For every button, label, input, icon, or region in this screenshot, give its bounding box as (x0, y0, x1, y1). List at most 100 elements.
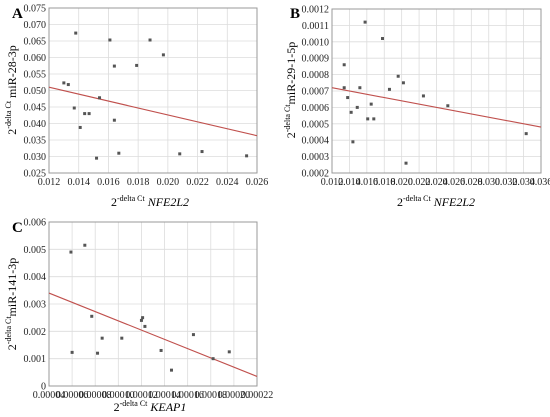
y-tick-label: 0.006 (24, 218, 47, 229)
data-point (404, 161, 408, 165)
data-point (178, 152, 182, 156)
x-tick-label: 0.00016 (171, 390, 204, 401)
data-point (372, 117, 376, 121)
x-tick-label: 0.012 (38, 177, 61, 188)
y-axis-label: 2-delta CtmiR-29-1-5p (283, 42, 298, 138)
x-tick-label: 0.016 (97, 177, 120, 188)
data-point (120, 336, 124, 340)
data-point (342, 63, 346, 67)
data-point (211, 357, 215, 361)
y-tick-label: 0.0012 (302, 5, 330, 16)
x-tick-label: 0.020 (390, 177, 413, 188)
y-tick-label: 0.050 (24, 86, 47, 97)
data-point (191, 333, 195, 337)
data-point (369, 102, 373, 106)
y-tick-label: 0.025 (24, 169, 47, 180)
data-point (351, 140, 355, 144)
data-point (70, 350, 74, 354)
x-label-gene: NFE2L2 (433, 195, 475, 209)
x-tick-label: 0.00014 (148, 390, 181, 401)
x-axis-label: 2-delta Ct NFE2L2 (111, 194, 189, 209)
x-tick-label: 0.016 (356, 177, 379, 188)
data-point (245, 154, 249, 158)
x-tick-label: 0.00012 (125, 390, 158, 401)
data-point (366, 117, 370, 121)
x-axis-label: 2-delta Ct KEAP1 (114, 399, 187, 414)
trend-line (331, 87, 542, 128)
data-point (62, 81, 66, 85)
x-tick-label: 0.030 (478, 177, 501, 188)
x-tick-label: 0.026 (246, 177, 269, 188)
data-point (346, 96, 350, 100)
y-tick-label: 0.060 (24, 53, 47, 64)
data-point (200, 150, 204, 154)
data-point (83, 243, 87, 247)
y-axis-label: 2-delta CtmiR-141-3p (4, 258, 19, 350)
data-point (342, 86, 346, 90)
x-tick-label: 0.018 (127, 177, 150, 188)
panel-c: 0.000040.000060.000080.000100.000120.000… (4, 218, 273, 415)
x-tick-label: 0.018 (373, 177, 396, 188)
x-tick-label: 0.034 (512, 177, 535, 188)
x-tick-label: 0.014 (338, 177, 361, 188)
plot-frame (48, 221, 258, 387)
x-label-base: 2 (111, 195, 117, 209)
data-point (159, 348, 163, 352)
y-tick-label: 0.030 (24, 152, 47, 163)
x-tick-label: 0.028 (460, 177, 483, 188)
y-tick-label: 0.0007 (302, 87, 330, 98)
data-point (112, 64, 116, 68)
x-label-base: 2 (114, 400, 120, 414)
data-point (112, 118, 116, 122)
data-point (87, 112, 91, 116)
x-tick-label: 0.022 (408, 177, 431, 188)
x-tick-label: 0.012 (321, 177, 344, 188)
data-point (227, 350, 231, 354)
y-tick-label: 0.065 (24, 37, 47, 48)
panel-b: 0.0120.0140.0160.0180.0200.0220.0240.026… (283, 5, 550, 210)
data-point (108, 38, 112, 42)
data-point (349, 110, 353, 114)
y-tick-label: 0.035 (24, 136, 47, 147)
y-label-rest: miR-28-3p (5, 45, 19, 101)
data-point (143, 324, 147, 328)
x-label-gene: KEAP1 (149, 400, 186, 414)
y-tick-label: 0.045 (24, 103, 47, 114)
x-tick-label: 0.024 (425, 177, 448, 188)
y-label-sup: -delta Ct (4, 100, 13, 129)
x-axis-label: 2-delta Ct NFE2L2 (397, 194, 475, 209)
data-point (90, 314, 94, 318)
plot-frame (331, 8, 542, 174)
data-point (135, 63, 139, 67)
y-label-rest: miR-141-3p (5, 258, 19, 317)
data-point (387, 87, 391, 91)
x-tick-label: 0.00022 (241, 390, 274, 401)
y-label-rest: miR-29-1-5p (284, 42, 298, 105)
data-point (74, 31, 78, 35)
data-point (72, 106, 76, 110)
y-label-sup: -delta Ct (4, 316, 13, 345)
x-tick-label: 0.00008 (79, 390, 112, 401)
data-point (161, 53, 165, 57)
y-tick-label: 0.005 (24, 245, 47, 256)
x-label-sup: -delta Ct (403, 194, 432, 203)
panel-letter: A (12, 6, 23, 22)
y-tick-label: 0.055 (24, 70, 47, 81)
data-point (148, 38, 152, 42)
plot-frame (48, 7, 258, 174)
y-tick-label: 0.0008 (302, 70, 330, 81)
data-point (381, 37, 385, 41)
x-label-base: 2 (397, 195, 403, 209)
y-axis-label: 2-delta Ct miR-28-3p (4, 45, 19, 134)
trend-line (48, 292, 258, 377)
x-tick-label: 0.014 (67, 177, 90, 188)
data-point (524, 132, 528, 136)
panel-a: 0.012 0.014 0.016 0.018 0.020 0.022 0.024 0.026… (4, 4, 268, 210)
y-tick-label: 0.0003 (302, 152, 330, 163)
y-label-base: 2 (5, 129, 19, 135)
x-tick-label: 0.00004 (33, 390, 66, 401)
data-point (139, 318, 143, 322)
data-point (169, 368, 173, 372)
trend-line (48, 86, 258, 137)
